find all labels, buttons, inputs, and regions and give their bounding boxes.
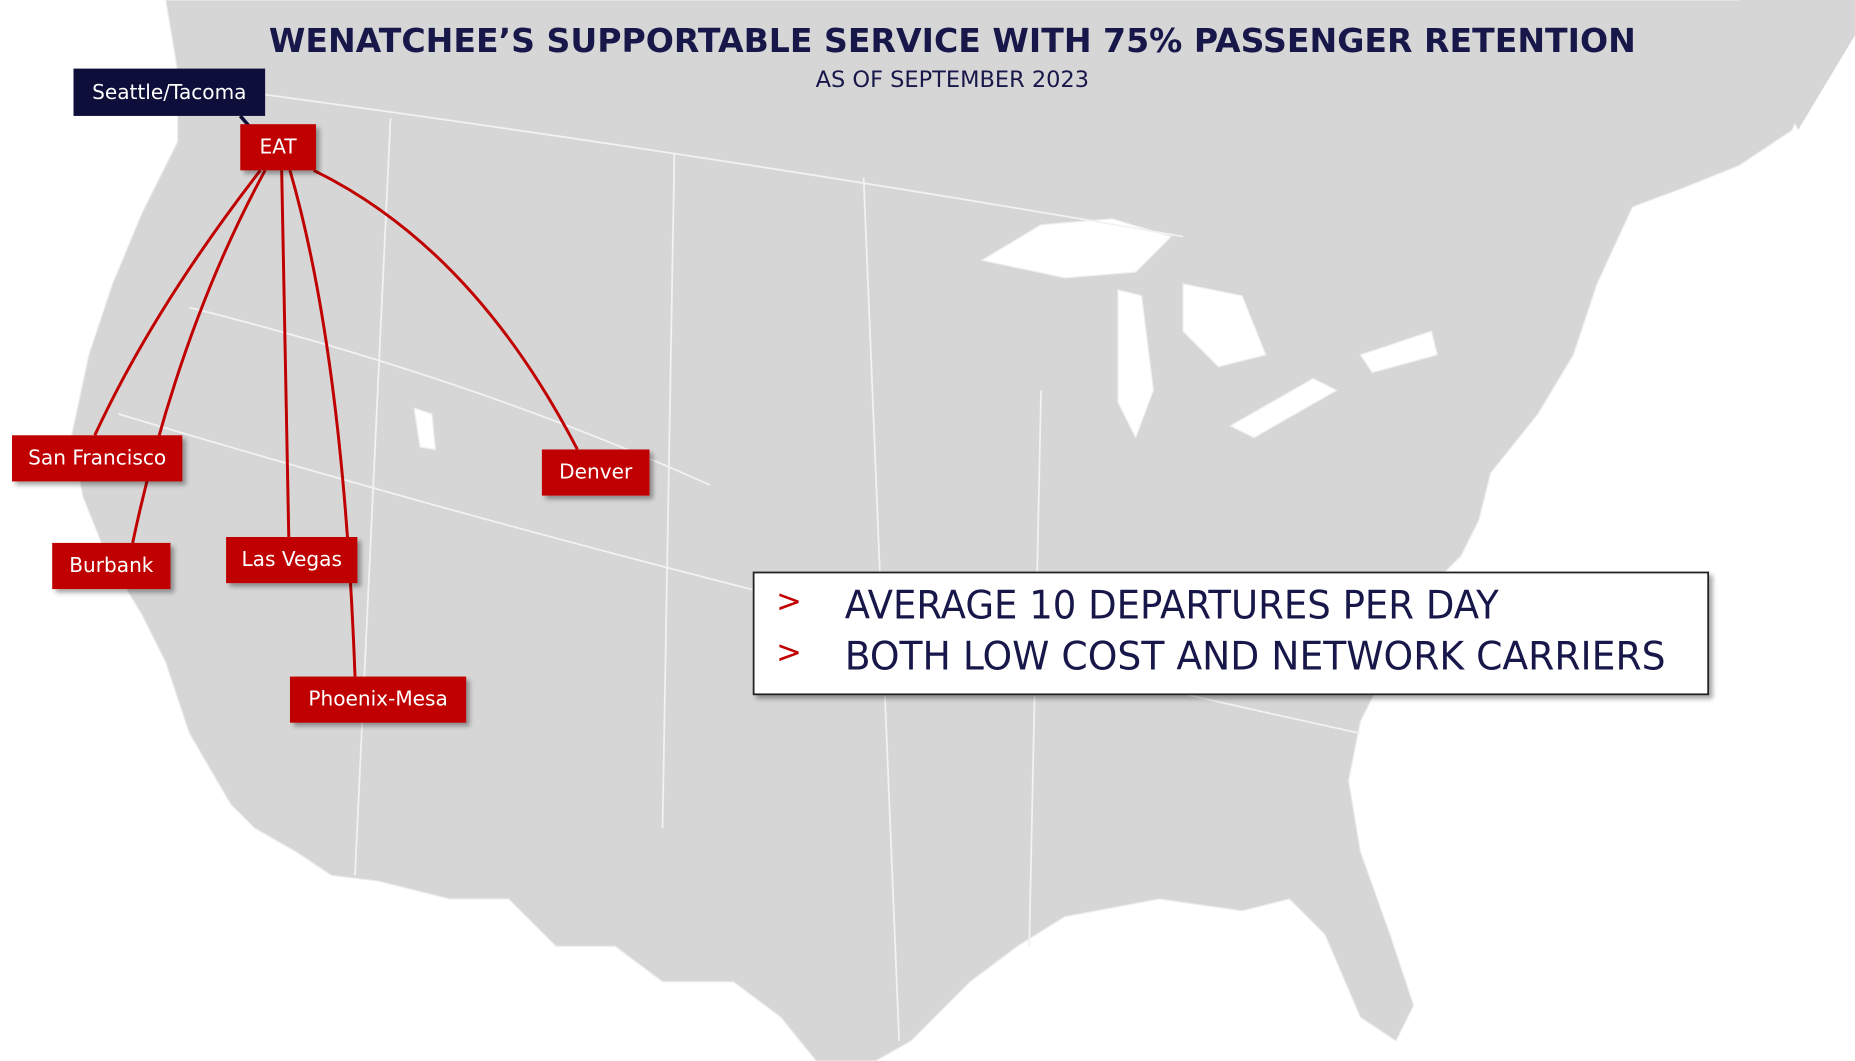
hub-box: [240, 124, 316, 171]
callout-box: [752, 571, 1710, 696]
route-line: [93, 169, 262, 436]
destination-label: Phoenix-Mesa: [308, 687, 447, 711]
bullet-text: BOTH LOW COST AND NETWORK CARRIERS: [845, 634, 1666, 679]
bullet-text: AVERAGE 10 DEPARTURES PER DAY: [845, 583, 1499, 628]
title: WENATCHEE’S SUPPORTABLE SERVICE WITH 75%…: [269, 21, 1636, 60]
subtitle: AS OF SEPTEMBER 2023: [816, 67, 1089, 93]
great-salt-lake: [413, 407, 437, 451]
route-line: [131, 169, 267, 544]
great-lakes: [413, 218, 1439, 451]
hub-label: EAT: [260, 134, 298, 158]
border: [177, 81, 1184, 238]
lake-erie: [1229, 377, 1339, 439]
lake-michigan: [1117, 289, 1155, 440]
destination-box: [289, 676, 467, 723]
destinations: San Francisco Burbank Las Vegas Phoenix-Mes…: [11, 435, 650, 723]
map-alaska-strip: [1738, 0, 1855, 131]
routes: [93, 168, 579, 677]
lake-ontario: [1359, 330, 1439, 374]
route-line: [280, 170, 291, 538]
destination-box: [541, 449, 650, 496]
destination-box: [226, 537, 358, 584]
connector: [238, 114, 250, 127]
callout-items: > AVERAGE 10 DEPARTURES PER DAY > BOTH LOW …: [776, 583, 1665, 679]
lake-superior: [980, 218, 1173, 279]
map-land: [70, 0, 1817, 1061]
lake-huron: [1182, 283, 1267, 368]
route-line: [288, 169, 357, 677]
destination-label: Las Vegas: [242, 547, 342, 571]
destination-label: San Francisco: [28, 445, 166, 469]
route-line: [312, 168, 579, 451]
bullet-marker: >: [776, 635, 802, 671]
destination-label: Denver: [559, 460, 633, 484]
bullet-marker: >: [776, 584, 802, 620]
destination-label: Burbank: [69, 553, 154, 577]
destination-box: [11, 435, 183, 482]
connecting-hub-box: [73, 68, 266, 116]
connecting-hub-label: Seattle/Tacoma: [92, 80, 246, 104]
destination-box: [52, 542, 171, 590]
